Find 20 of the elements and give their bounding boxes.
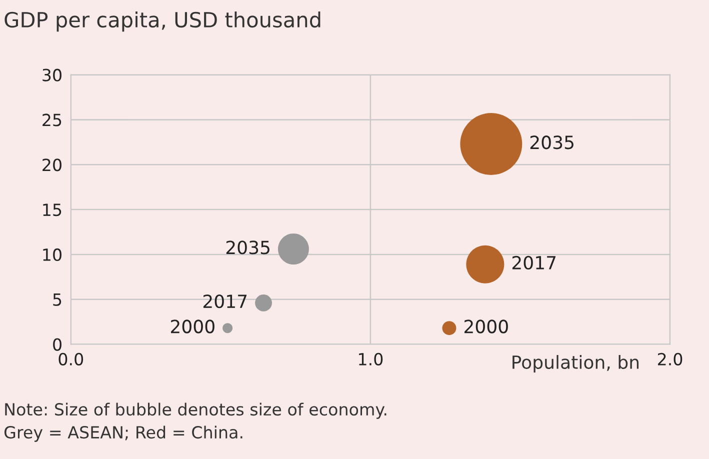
y-tick-label: 5 <box>53 294 62 306</box>
text: Note: Size of bubble denotes size of economy. <box>5 402 386 419</box>
annotation: 2017 <box>203 294 247 308</box>
annotation: 2000 <box>464 320 508 334</box>
x-tick-label: 0.0 <box>58 352 84 366</box>
x-axis-title: Population, bn <box>512 355 639 372</box>
annotation: 2000 <box>171 320 214 334</box>
annotation: 2017 <box>512 256 556 270</box>
x-tick-label: 2.0 <box>658 352 682 366</box>
y-axis-title: GDP per capita, USD thousand <box>4 11 320 32</box>
text: Grey = ASEAN; Red = China. <box>4 426 242 442</box>
y-tick-label: 15 <box>43 204 62 216</box>
y-tick-label: 25 <box>42 114 62 126</box>
y-tick-label: 20 <box>42 158 62 172</box>
annotation: 2035 <box>530 136 574 150</box>
y-tick-label: 10 <box>43 248 62 262</box>
annotation: 2035 <box>226 240 270 254</box>
y-tick-label: 30 <box>42 68 62 82</box>
y-tick-label: 0 <box>53 338 62 351</box>
x-tick-label: 1.0 <box>359 352 383 366</box>
